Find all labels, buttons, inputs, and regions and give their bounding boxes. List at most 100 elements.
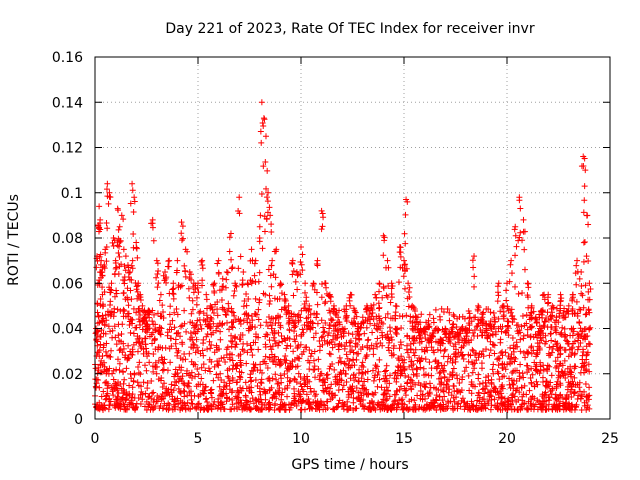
scatter-point-band bbox=[507, 344, 514, 351]
scatter-point bbox=[154, 260, 161, 267]
scatter-point-band bbox=[340, 382, 347, 389]
scatter-point bbox=[182, 267, 189, 274]
scatter-point-band bbox=[453, 372, 460, 379]
scatter-point bbox=[144, 326, 151, 333]
scatter-point bbox=[116, 253, 123, 260]
scatter-point bbox=[321, 328, 328, 335]
scatter-point-band bbox=[483, 346, 490, 353]
scatter-point-band bbox=[114, 356, 121, 363]
scatter-point bbox=[506, 278, 513, 285]
y-tick-label: 0.06 bbox=[52, 276, 83, 292]
scatter-point-band bbox=[417, 357, 424, 364]
scatter-point-band bbox=[249, 352, 256, 359]
scatter-point-band bbox=[334, 373, 341, 380]
scatter-point bbox=[185, 285, 192, 292]
scatter-point-band bbox=[534, 406, 541, 413]
scatter-point bbox=[214, 298, 221, 305]
scatter-point-band bbox=[480, 348, 487, 355]
scatter-point-band bbox=[498, 383, 505, 390]
scatter-point bbox=[376, 288, 383, 295]
scatter-point-band bbox=[396, 345, 403, 352]
scatter-point bbox=[388, 334, 395, 341]
scatter-point-band bbox=[261, 386, 268, 393]
scatter-point-band bbox=[541, 398, 548, 405]
scatter-point bbox=[265, 189, 272, 196]
scatter-point-band bbox=[476, 398, 483, 405]
scatter-point bbox=[487, 322, 494, 329]
scatter-point bbox=[537, 328, 544, 335]
scatter-point-band bbox=[238, 369, 245, 376]
marks-layer bbox=[92, 99, 594, 413]
scatter-point-band bbox=[162, 344, 169, 351]
scatter-point-band bbox=[528, 350, 535, 357]
scatter-point-band bbox=[497, 400, 504, 407]
scatter-point-band bbox=[469, 359, 476, 366]
scatter-point bbox=[268, 262, 275, 269]
scatter-point-band bbox=[300, 397, 307, 404]
scatter-point-band bbox=[148, 404, 155, 411]
scatter-point-band bbox=[110, 376, 117, 383]
scatter-point bbox=[174, 267, 181, 274]
scatter-point bbox=[343, 314, 350, 321]
scatter-point-band bbox=[404, 342, 411, 349]
scatter-point-band bbox=[237, 400, 244, 407]
scatter-point bbox=[139, 307, 146, 314]
scatter-point-band bbox=[95, 364, 102, 371]
scatter-point bbox=[289, 271, 296, 278]
scatter-point bbox=[178, 237, 185, 244]
scatter-point-band bbox=[533, 378, 540, 385]
scatter-point-band bbox=[524, 405, 531, 412]
scatter-point-band bbox=[156, 405, 163, 412]
scatter-point-band bbox=[265, 376, 272, 382]
scatter-point bbox=[524, 292, 531, 299]
scatter-point-band bbox=[437, 406, 444, 413]
scatter-point-band bbox=[504, 406, 511, 413]
scatter-point-band bbox=[161, 380, 168, 387]
scatter-point-band bbox=[275, 380, 282, 387]
scatter-point-band bbox=[226, 356, 233, 363]
scatter-point bbox=[363, 324, 370, 331]
scatter-point bbox=[516, 197, 523, 204]
scatter-point bbox=[412, 346, 419, 353]
scatter-point bbox=[129, 265, 136, 272]
scatter-point-band bbox=[553, 384, 560, 391]
scatter-point-band bbox=[189, 400, 196, 407]
scatter-point-band bbox=[306, 378, 313, 385]
scatter-point-band bbox=[549, 387, 556, 394]
scatter-point-band bbox=[248, 377, 255, 384]
scatter-point bbox=[298, 244, 304, 251]
scatter-point-band bbox=[350, 399, 357, 406]
scatter-point-band bbox=[450, 382, 457, 389]
scatter-point-band bbox=[242, 379, 249, 386]
scatter-point-band bbox=[372, 389, 379, 396]
scatter-point-band bbox=[163, 385, 170, 392]
scatter-point bbox=[268, 283, 275, 290]
scatter-point-band bbox=[330, 405, 337, 412]
scatter-point-band bbox=[174, 352, 181, 359]
scatter-point bbox=[405, 288, 412, 295]
scatter-point-band bbox=[311, 388, 318, 395]
scatter-point-band bbox=[371, 405, 378, 412]
scatter-point-band bbox=[411, 397, 418, 404]
scatter-point-band bbox=[462, 403, 469, 410]
scatter-point-band bbox=[184, 382, 191, 389]
scatter-point bbox=[487, 347, 494, 354]
scatter-point-band bbox=[164, 367, 171, 374]
scatter-point-band bbox=[471, 360, 478, 367]
scatter-point-band bbox=[320, 324, 327, 331]
scatter-point-band bbox=[542, 318, 549, 325]
scatter-point bbox=[310, 280, 317, 287]
scatter-point bbox=[299, 251, 306, 258]
scatter-point-band bbox=[355, 370, 362, 377]
scatter-point bbox=[532, 331, 539, 338]
scatter-point bbox=[451, 333, 458, 340]
scatter-point-band bbox=[498, 393, 505, 400]
scatter-point-band bbox=[236, 373, 243, 380]
scatter-point-band bbox=[557, 350, 564, 357]
scatter-point-band bbox=[520, 391, 527, 398]
scatter-point bbox=[527, 333, 534, 340]
scatter-point bbox=[319, 223, 326, 230]
scatter-point-band bbox=[151, 325, 158, 332]
scatter-point bbox=[121, 280, 128, 287]
scatter-point-band bbox=[208, 394, 215, 401]
